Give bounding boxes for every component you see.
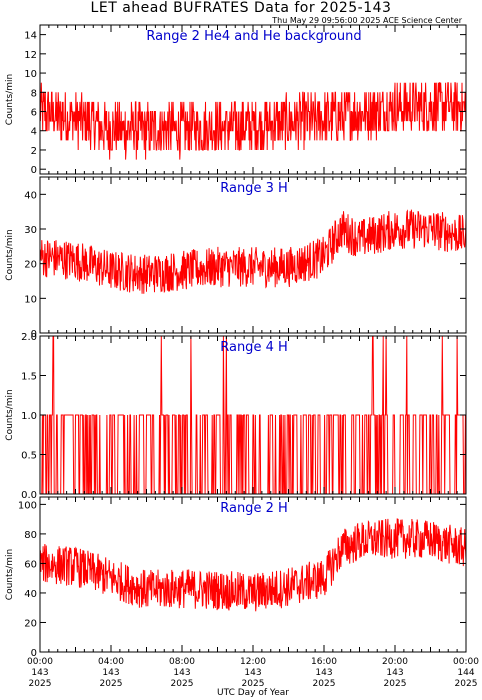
panel-title: Range 3 H (220, 181, 288, 196)
x-tick-label: 2025 (455, 679, 478, 689)
panel-frame (39, 24, 467, 175)
y-tick-label: 80 (24, 530, 37, 541)
panel-2: 0 10 20 30 40 Range 3 H Counts/min (5, 176, 467, 340)
x-tick-label: 08:00 (169, 657, 195, 667)
y-tick-label: 0.5 (21, 451, 37, 462)
y-tick-label: 0 (31, 329, 37, 340)
series-line (39, 82, 467, 160)
y-tick-label: 60 (24, 559, 37, 570)
y-tick-label: 6 (31, 108, 37, 119)
x-tick-label: 2025 (29, 679, 52, 689)
panel-1: 0 2 4 6 8 10 12 14 Range 2 He4 and He background… (5, 24, 467, 176)
x-tick-label: 143 (31, 668, 48, 678)
y-tick-label: 8 (31, 88, 37, 99)
panel-title: Range 4 H (220, 340, 288, 355)
y-tick-label: 0 (31, 165, 37, 176)
y-tick-label: 0.0 (21, 490, 37, 501)
y-axis-label: Counts/min (5, 389, 15, 440)
x-axis-label: UTC Day of Year (217, 688, 289, 698)
x-tick-label: 2025 (313, 679, 336, 689)
x-tick-label: 2025 (242, 679, 265, 689)
x-tick-label: 2025 (171, 679, 194, 689)
y-tick-label: 0 (31, 648, 37, 659)
x-tick-label: 144 (457, 668, 474, 678)
y-axis-label: Counts/min (5, 549, 15, 600)
x-tick-label: 00:00 (27, 657, 53, 667)
y-tick-label: 1.5 (21, 372, 37, 383)
x-tick-label: 00:00 (453, 657, 479, 667)
y-tick-label: 10 (24, 294, 37, 305)
x-tick-label: 2025 (384, 679, 407, 689)
x-tick-label: 12:00 (240, 657, 266, 667)
x-tick-label: 20:00 (382, 657, 408, 667)
y-tick-label: 30 (24, 225, 37, 236)
series-line (40, 335, 466, 495)
main-title: LET ahead BUFRATES Data for 2025-143 (90, 0, 392, 16)
x-tick-label: 143 (315, 668, 332, 678)
x-tick-label: 2025 (100, 679, 123, 689)
y-tick-label: 40 (24, 589, 37, 600)
y-axis-label: Counts/min (5, 229, 15, 280)
y-tick-label: 10 (24, 69, 37, 80)
x-tick-label: 143 (102, 668, 119, 678)
y-tick-label: 100 (18, 500, 37, 511)
y-tick-label: 2 (31, 146, 37, 157)
y-tick-label: 14 (24, 31, 37, 42)
panel-3: 0.0 0.5 1.0 1.5 2.0 Range 4 H Counts/min (5, 332, 467, 501)
series-line (39, 209, 467, 294)
y-tick-label: 20 (24, 260, 37, 271)
x-tick-label: 143 (244, 668, 261, 678)
panel-title: Range 2 He4 and He background (146, 29, 361, 44)
x-tick-label: 04:00 (98, 657, 124, 667)
y-tick-label: 1.0 (21, 411, 37, 422)
x-tick-label: 143 (173, 668, 190, 678)
panel-title: Range 2 H (220, 501, 288, 516)
timestamp: Thu May 29 09:56:00 2025 ACE Science Cen… (272, 16, 462, 25)
series-line (39, 518, 467, 612)
y-tick-label: 4 (31, 127, 37, 138)
panel-4: 0 20 40 60 80 100 Range 2 H Counts/min (5, 496, 467, 659)
y-tick-label: 20 (24, 618, 37, 629)
x-tick-label: 16:00 (311, 657, 337, 667)
y-tick-label: 2.0 (21, 332, 37, 343)
y-tick-label: 40 (24, 190, 37, 201)
y-axis-label: Counts/min (5, 74, 15, 125)
y-tick-label: 12 (24, 50, 37, 61)
x-tick-label: 143 (386, 668, 403, 678)
